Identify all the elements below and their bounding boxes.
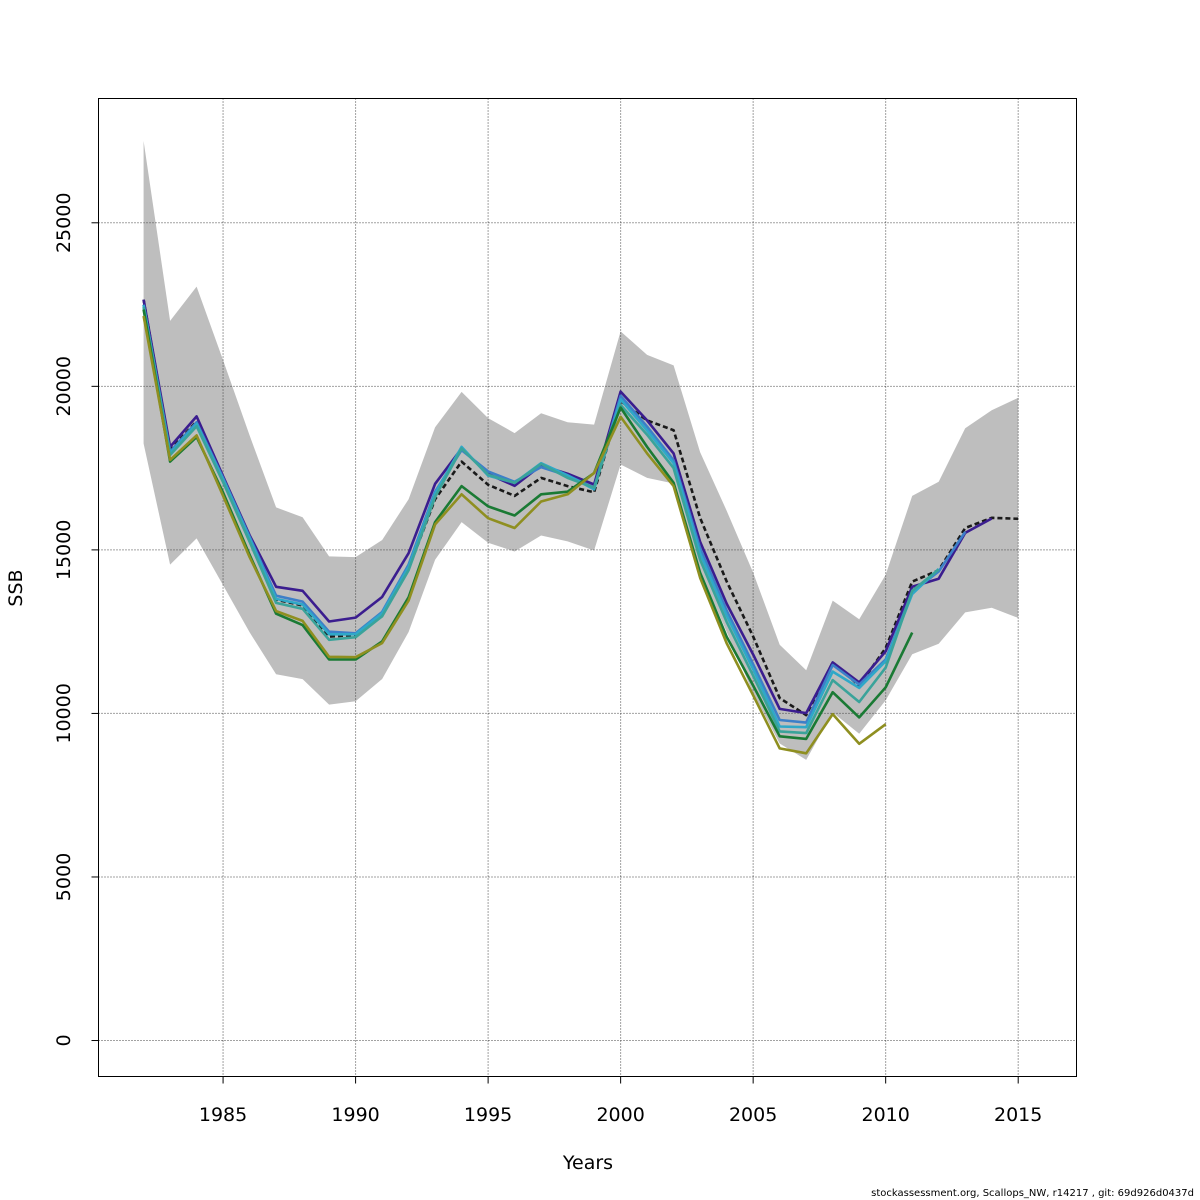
- x-tick-label-2015: 2015: [994, 1104, 1042, 1126]
- series-line-5: [142, 306, 940, 735]
- x-tick-label-1990: 1990: [331, 1104, 379, 1126]
- axis-layer: 1985 1990 1995 2000 2005 2010 2015 0 5000 10000 15…: [53, 193, 1042, 1126]
- x-tick-label-1995: 1995: [464, 1104, 512, 1126]
- x-axis-title: Years: [562, 1152, 613, 1174]
- plot-frame: [98, 98, 1077, 1077]
- series-line-7: [142, 315, 887, 755]
- series-line-2: [142, 299, 993, 715]
- footer-credit: stockassessment.org, Scallops_NW, r14217…: [871, 1188, 1194, 1199]
- y-tick-label-25000: 25000: [53, 193, 75, 253]
- y-tick-label-5000: 5000: [53, 853, 75, 901]
- y-tick-label-10000: 10000: [53, 683, 75, 743]
- x-tick-label-2000: 2000: [596, 1104, 644, 1126]
- y-tick-label-0: 0: [53, 1034, 75, 1046]
- series-layer: [142, 299, 1019, 755]
- confidence-band-layer: [143, 141, 1019, 760]
- grid-layer: [98, 98, 1077, 1077]
- y-tick-label-15000: 15000: [53, 520, 75, 580]
- y-axis-title: SSB: [5, 569, 27, 606]
- x-tick-label-2005: 2005: [729, 1104, 777, 1126]
- x-tick-label-2010: 2010: [861, 1104, 909, 1126]
- confidence-band: [143, 141, 1019, 760]
- x-tick-label-1985: 1985: [199, 1104, 247, 1126]
- y-tick-label-20000: 20000: [53, 356, 75, 416]
